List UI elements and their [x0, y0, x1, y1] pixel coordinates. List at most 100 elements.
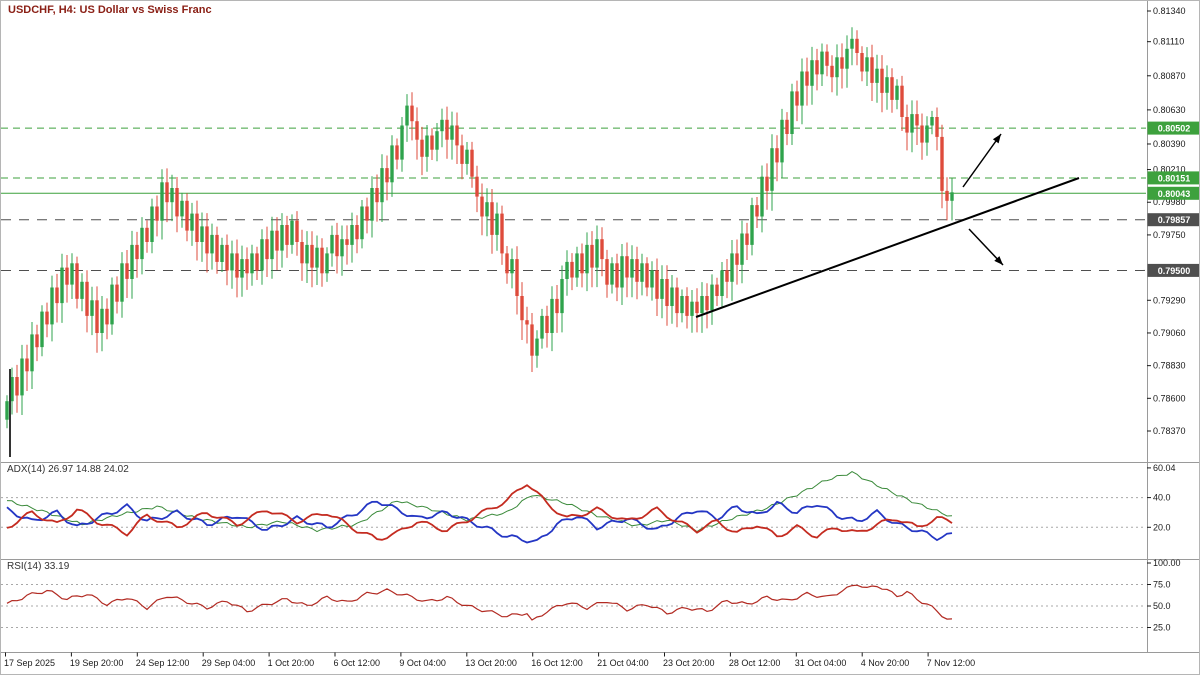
- candle-body: [800, 71, 804, 106]
- y-axis-label: 0.80210: [1153, 165, 1186, 175]
- candle-body: [40, 311, 44, 348]
- price-badge-label: 0.80043: [1158, 189, 1191, 199]
- price-badge-label: 0.79500: [1158, 266, 1191, 276]
- candle-body: [645, 263, 649, 288]
- indicator-axis-label: 60.04: [1153, 463, 1176, 473]
- candle-body: [555, 298, 559, 314]
- candle-body: [675, 287, 679, 314]
- candle-body: [245, 259, 249, 274]
- candle-body: [215, 234, 219, 262]
- candle-body: [415, 121, 419, 140]
- y-axis-label: 0.80870: [1153, 71, 1186, 81]
- candle-body: [775, 148, 779, 163]
- candle-body: [695, 301, 699, 314]
- x-axis-label: 9 Oct 04:00: [399, 658, 446, 668]
- candle-body: [45, 311, 49, 325]
- candle-body: [530, 324, 534, 356]
- candle-body: [620, 256, 624, 288]
- candle-body: [750, 205, 754, 245]
- candle-body: [565, 261, 569, 279]
- candle-body: [705, 296, 709, 311]
- candle-body: [110, 284, 114, 325]
- candle-body: [55, 287, 59, 304]
- candle-body: [395, 145, 399, 160]
- candle-body: [785, 119, 789, 134]
- x-axis-label: 29 Sep 04:00: [202, 658, 256, 668]
- candle-body: [100, 308, 104, 333]
- indicator-axis-label: 100.00: [1153, 558, 1181, 568]
- candle-body: [295, 220, 299, 242]
- y-axis-label: 0.79290: [1153, 295, 1186, 305]
- candle-body: [95, 300, 99, 333]
- candle-body: [595, 239, 599, 268]
- candle-body: [820, 51, 824, 75]
- x-axis-label: 16 Oct 12:00: [531, 658, 583, 668]
- candle-body: [465, 149, 469, 164]
- x-axis-label: 17 Sep 2025: [4, 658, 55, 668]
- candle-body: [600, 239, 604, 260]
- candle-body: [60, 267, 64, 304]
- candle-body: [210, 234, 214, 254]
- candle-body: [560, 279, 564, 314]
- candle-body: [345, 239, 349, 245]
- candle-body: [50, 287, 54, 325]
- candle-body: [445, 119, 449, 140]
- candle-body: [175, 188, 179, 217]
- candle-body: [170, 188, 174, 203]
- candle-body: [145, 227, 149, 242]
- x-axis-label: 1 Oct 20:00: [268, 658, 315, 668]
- y-axis-label: 0.79980: [1153, 197, 1186, 207]
- candle-body: [265, 239, 269, 260]
- candle-body: [670, 287, 674, 306]
- candle-body: [805, 71, 809, 86]
- price-badge-0.80502: [1147, 121, 1199, 135]
- candle-body: [130, 244, 134, 279]
- candle-body: [910, 114, 914, 133]
- candle-body: [380, 168, 384, 203]
- candle-body: [115, 284, 119, 302]
- candle-body: [270, 230, 274, 260]
- candle-body: [5, 401, 9, 420]
- arrow-up[interactable]: [962, 133, 1002, 188]
- trendline[interactable]: [695, 177, 1080, 318]
- candle-body: [575, 253, 579, 278]
- candle-body: [460, 145, 464, 164]
- candle-body: [450, 125, 454, 140]
- x-axis-label: 31 Oct 04:00: [795, 658, 847, 668]
- candle-body: [140, 227, 144, 260]
- candle-body: [430, 135, 434, 150]
- candle-body: [475, 176, 479, 197]
- candle-body: [685, 296, 689, 316]
- candle-body: [200, 226, 204, 242]
- candle-body: [365, 206, 369, 221]
- candle-body: [795, 91, 799, 106]
- candle-body: [375, 188, 379, 203]
- candle-body: [590, 244, 594, 268]
- arrow-down-head: [994, 256, 1003, 265]
- price-badge-0.79500: [1147, 263, 1199, 277]
- candle-body: [120, 263, 124, 302]
- candle-body: [85, 281, 89, 316]
- candle-body: [90, 300, 94, 316]
- candle-body: [335, 234, 339, 257]
- x-axis-label: 19 Sep 20:00: [70, 658, 124, 668]
- candle-body: [355, 225, 359, 240]
- candle-body: [105, 308, 109, 325]
- adx-line: [6, 471, 953, 533]
- candle-body: [830, 65, 834, 78]
- candle-body: [400, 125, 404, 160]
- candle-body: [760, 176, 764, 217]
- candle-body: [135, 244, 139, 260]
- candle-body: [890, 77, 894, 100]
- candle-body: [190, 213, 194, 231]
- candle-body: [550, 298, 554, 333]
- candle-body: [765, 176, 769, 191]
- candle-body: [505, 253, 509, 274]
- candle-body: [150, 206, 154, 242]
- candle-body: [510, 259, 514, 274]
- candle-body: [545, 315, 549, 333]
- x-axis-label: 13 Oct 20:00: [465, 658, 517, 668]
- candle-body: [320, 247, 324, 274]
- candle-body: [280, 225, 284, 251]
